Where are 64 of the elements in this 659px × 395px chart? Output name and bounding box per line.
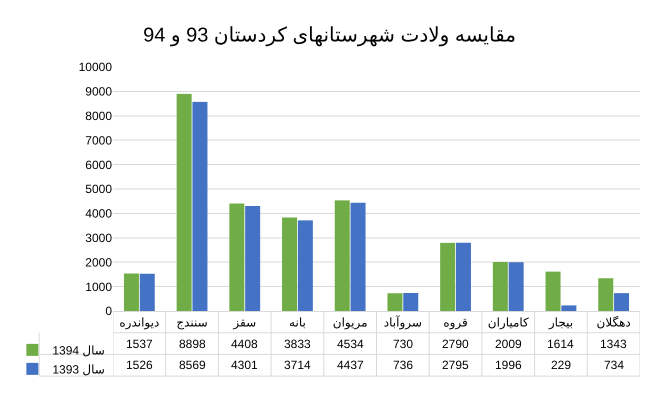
bar <box>298 220 313 311</box>
data-label: 1343 <box>600 337 628 351</box>
x-tick-label: سروآباد <box>384 314 422 330</box>
data-label: 3833 <box>284 337 312 351</box>
legend-label: سال 1394 <box>52 344 105 358</box>
bar <box>334 200 350 311</box>
y-tick-label: 10000 <box>78 60 112 74</box>
y-tick-label: 2000 <box>85 255 112 270</box>
y-tick-label: 4000 <box>85 206 112 221</box>
bar <box>124 274 139 311</box>
y-tick-label: 3000 <box>85 231 112 245</box>
bar <box>546 272 561 311</box>
data-label: 1537 <box>126 337 154 351</box>
data-label: 8569 <box>179 358 206 372</box>
data-label: 1614 <box>547 337 574 351</box>
y-tick-label: 6000 <box>85 158 112 172</box>
y-tick-label: 5000 <box>85 182 112 196</box>
bar <box>598 278 614 311</box>
chart-title: مقایسه ولادت شهرستانهای کردستان 93 و 94 <box>143 24 516 47</box>
data-label: 2795 <box>442 358 470 372</box>
x-tick-label: قروه <box>443 315 468 330</box>
data-label: 229 <box>551 358 572 372</box>
data-label: 736 <box>393 358 414 372</box>
bar <box>561 305 576 311</box>
bar <box>614 293 630 311</box>
y-tick-label: 1000 <box>85 280 112 294</box>
x-tick-label: کامیاران <box>488 315 530 330</box>
data-label: 4534 <box>337 337 364 351</box>
data-label: 8898 <box>179 337 206 351</box>
x-tick-label: دهگلان <box>596 315 631 330</box>
bar <box>350 202 366 311</box>
data-label: 2009 <box>495 337 522 351</box>
legend-label: سال 1393 <box>52 362 105 377</box>
bar <box>440 242 456 311</box>
bar <box>176 94 192 311</box>
bar <box>508 262 524 311</box>
bar <box>229 203 244 311</box>
bar <box>403 293 418 311</box>
data-label: 1996 <box>495 358 522 372</box>
data-label: 3714 <box>284 358 312 372</box>
data-label: 4437 <box>337 358 364 372</box>
data-label: 4301 <box>231 358 258 372</box>
y-tick-label: 8000 <box>85 109 112 123</box>
bar <box>140 274 155 311</box>
bar <box>282 217 298 311</box>
x-tick-label: سقز <box>232 315 256 330</box>
bar <box>245 206 260 311</box>
bar <box>387 293 402 311</box>
data-label: 734 <box>604 358 624 372</box>
x-tick-label: سنندج <box>176 315 208 330</box>
y-tick-label: 7000 <box>85 133 112 148</box>
x-tick-label: مریوان <box>332 315 368 330</box>
data-label: 1526 <box>126 358 154 372</box>
x-tick-label: بانه <box>289 315 306 330</box>
y-tick-label: 9000 <box>85 84 112 99</box>
data-label: 4408 <box>231 337 258 351</box>
bar <box>456 242 471 311</box>
data-label: 2790 <box>442 337 470 351</box>
y-tick-label: 0 <box>105 304 112 318</box>
bar <box>492 262 508 311</box>
x-tick-label: دیواندره <box>119 315 160 330</box>
data-label: 730 <box>393 337 414 351</box>
bar <box>192 102 208 311</box>
x-tick-label: بیجار <box>548 315 574 330</box>
